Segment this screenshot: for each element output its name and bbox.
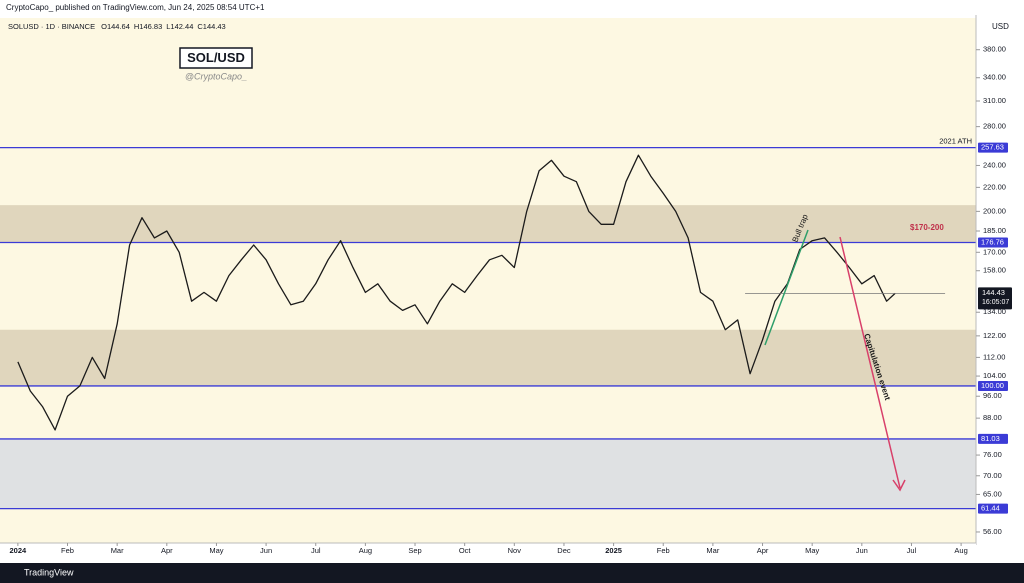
y-tick-label: 158.00	[983, 266, 1006, 275]
level-tag	[978, 503, 1008, 514]
x-tick-label: Mar	[111, 546, 124, 555]
y-tick-label: 70.00	[983, 471, 1002, 480]
y-tick-label: 310.00	[983, 96, 1006, 105]
zone	[0, 329, 976, 386]
ohlc-value: H146.83	[134, 22, 162, 31]
y-tick-label: 112.00	[983, 352, 1005, 361]
header-bar	[0, 0, 1024, 15]
x-tick-label: Jul	[907, 546, 917, 555]
y-tick-label: 122.00	[983, 331, 1006, 340]
y-tick-label: 96.00	[983, 391, 1002, 400]
zone-label: $170-200	[910, 223, 944, 232]
brand: TradingView	[24, 567, 74, 577]
x-tick-label: Apr	[757, 546, 769, 555]
y-tick-label: 56.00	[983, 527, 1002, 536]
capitulation-arrow	[839, 236, 901, 489]
x-tick-label: Oct	[459, 546, 472, 555]
y-tick-label: 380.00	[983, 45, 1006, 54]
y-tick-label: 88.00	[983, 413, 1002, 422]
y-tick-label: 134.00	[983, 307, 1006, 316]
level-tag	[978, 142, 1008, 153]
footer-bar	[0, 563, 1024, 583]
y-tick-label: 65.00	[983, 489, 1002, 498]
ohlc-value: L142.44	[166, 22, 193, 31]
x-tick-label: Aug	[954, 546, 967, 555]
y-tick-label: 200.00	[983, 206, 1006, 215]
x-tick-label: Apr	[161, 546, 173, 555]
last-price-tag	[978, 287, 1012, 310]
y-tick-label: 170.00	[983, 247, 1006, 256]
x-tick-label: Sep	[408, 546, 421, 555]
symbol: SOLUSD · 1D · BINANCE	[8, 22, 95, 31]
zone	[0, 205, 976, 243]
x-tick-label: May	[805, 546, 819, 555]
ohlc-value: O144.64	[101, 22, 130, 31]
x-tick-label: 2024	[10, 546, 28, 555]
level-tag	[978, 380, 1008, 391]
publisher: CryptoCapo_ published on TradingView.com…	[6, 3, 265, 12]
x-tick-label: Jun	[260, 546, 272, 555]
y-tick-label: 240.00	[983, 160, 1006, 169]
level-tag	[978, 433, 1008, 444]
last-price-label: 144.43	[982, 288, 1005, 297]
price-axis	[976, 15, 1024, 545]
x-tick-label: 2025	[605, 546, 622, 555]
x-tick-label: May	[209, 546, 223, 555]
chart-title: SOL/USD	[187, 50, 245, 65]
y-tick-label: 76.00	[983, 450, 1002, 459]
level-label: 257.63	[981, 143, 1004, 152]
level-label: 176.76	[981, 237, 1004, 246]
arrow-head	[892, 479, 906, 492]
level-tag	[978, 237, 1008, 248]
x-tick-label: Nov	[508, 546, 522, 555]
x-tick-label: Mar	[706, 546, 719, 555]
level-label: 100.00	[981, 381, 1004, 390]
y-tick-label: 104.00	[983, 371, 1006, 380]
x-tick-label: Jun	[856, 546, 868, 555]
currency: USD	[992, 22, 1009, 31]
countdown: 16:05:07	[982, 299, 1009, 306]
x-tick-label: Jul	[311, 546, 321, 555]
x-tick-label: Aug	[359, 546, 372, 555]
y-tick-label: 280.00	[983, 122, 1006, 131]
x-tick-label: Feb	[657, 546, 670, 555]
zone	[0, 438, 976, 509]
x-tick-label: Dec	[557, 546, 571, 555]
y-tick-label: 220.00	[983, 182, 1006, 191]
time-axis	[0, 543, 976, 563]
price-line	[17, 154, 896, 431]
bull-trap-arrow	[764, 229, 809, 346]
ohlc-value: C144.43	[197, 22, 225, 31]
y-tick-label: 185.00	[983, 226, 1006, 235]
title-box	[179, 47, 253, 69]
level-note: 2021 ATH	[939, 137, 972, 146]
chart-subtitle: @CryptoCapo_	[185, 71, 247, 81]
y-tick-label: 340.00	[983, 73, 1006, 82]
level-label: 81.03	[981, 434, 1000, 443]
level-label: 61.44	[981, 504, 1000, 513]
x-tick-label: Feb	[61, 546, 74, 555]
